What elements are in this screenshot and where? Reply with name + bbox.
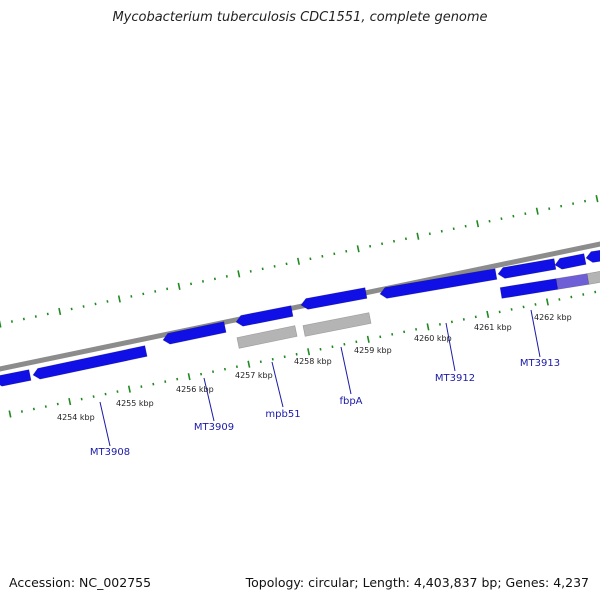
- gene-feature: [586, 270, 600, 285]
- genome-backbone: [0, 241, 600, 372]
- scale-label: 4255 kbp: [116, 399, 154, 408]
- gene-track: [0, 249, 600, 387]
- label-leaders: [99, 309, 541, 447]
- tick-mark: [177, 282, 181, 290]
- accession-text: Accession: NC_002755: [9, 575, 152, 590]
- gene-feature: [300, 287, 368, 310]
- tick-mark: [595, 195, 599, 203]
- gene-feature: [379, 268, 498, 299]
- tick-mark: [0, 320, 2, 328]
- gene-feature: [235, 305, 294, 327]
- gene-label: MT3908: [90, 447, 130, 458]
- tick-mark: [476, 220, 480, 228]
- gene-feature: [0, 369, 32, 387]
- gene-feature: [497, 258, 557, 279]
- scale-label: 4259 kbp: [354, 346, 392, 355]
- tick-mark: [416, 232, 420, 240]
- gene-label: MT3913: [520, 358, 560, 369]
- inner-tick-track: [8, 290, 597, 418]
- tick-mark: [68, 397, 72, 406]
- tick-mark: [247, 360, 251, 368]
- tick-mark: [58, 307, 62, 316]
- tick-mark: [8, 410, 12, 418]
- gene-feature: [555, 273, 590, 290]
- tick-mark: [296, 257, 300, 265]
- gene-label: fbpA: [339, 396, 362, 407]
- gene-label: MT3909: [194, 422, 234, 433]
- scale-labels: 4254 kbp 4255 kbp 4256 kbp 4257 kbp 4258 kbp…: [57, 313, 572, 422]
- scale-label: 4261 kbp: [474, 323, 512, 332]
- scale-label: 4254 kbp: [57, 413, 95, 422]
- gene-feature: [585, 249, 600, 263]
- scale-label: 4257 kbp: [235, 371, 273, 380]
- tick-mark: [237, 270, 241, 278]
- tick-mark: [187, 373, 191, 381]
- label-leader-line: [340, 346, 352, 395]
- genome-summary-text: Topology: circular; Length: 4,403,837 bp…: [245, 575, 589, 590]
- gene-feature: [32, 345, 148, 380]
- gene-feature: [162, 321, 227, 345]
- label-leader-line: [445, 322, 456, 372]
- gene-labels: MT3908 MT3909 mpb51 fbpA MT3912 MT3913: [90, 358, 560, 458]
- tick-mark: [127, 385, 131, 393]
- label-leader-line: [530, 309, 541, 358]
- tick-mark: [535, 207, 539, 215]
- tick-mark: [486, 310, 490, 318]
- gene-label: mpb51: [265, 409, 300, 420]
- tick-mark: [366, 335, 370, 343]
- tick-mark: [307, 348, 311, 356]
- scale-label: 4262 kbp: [534, 313, 572, 322]
- scale-label: 4258 kbp: [294, 357, 332, 366]
- gene-feature: [554, 253, 587, 270]
- map-title: Mycobacterium tuberculosis CDC1551, comp…: [112, 10, 488, 25]
- gene-label: MT3912: [435, 373, 475, 384]
- gene-feature: [236, 325, 298, 349]
- scale-label: 4260 kbp: [414, 334, 452, 343]
- tick-mark: [356, 245, 360, 253]
- label-leader-line: [203, 377, 215, 422]
- gene-feature: [302, 312, 372, 337]
- label-leader-line: [99, 401, 111, 447]
- scale-label: 4256 kbp: [176, 385, 214, 394]
- label-leader-line: [271, 361, 284, 408]
- tick-mark: [545, 298, 549, 306]
- outer-tick-track: [0, 195, 599, 328]
- tick-mark: [117, 295, 121, 303]
- gene-feature: [499, 278, 559, 299]
- tick-mark: [426, 323, 430, 331]
